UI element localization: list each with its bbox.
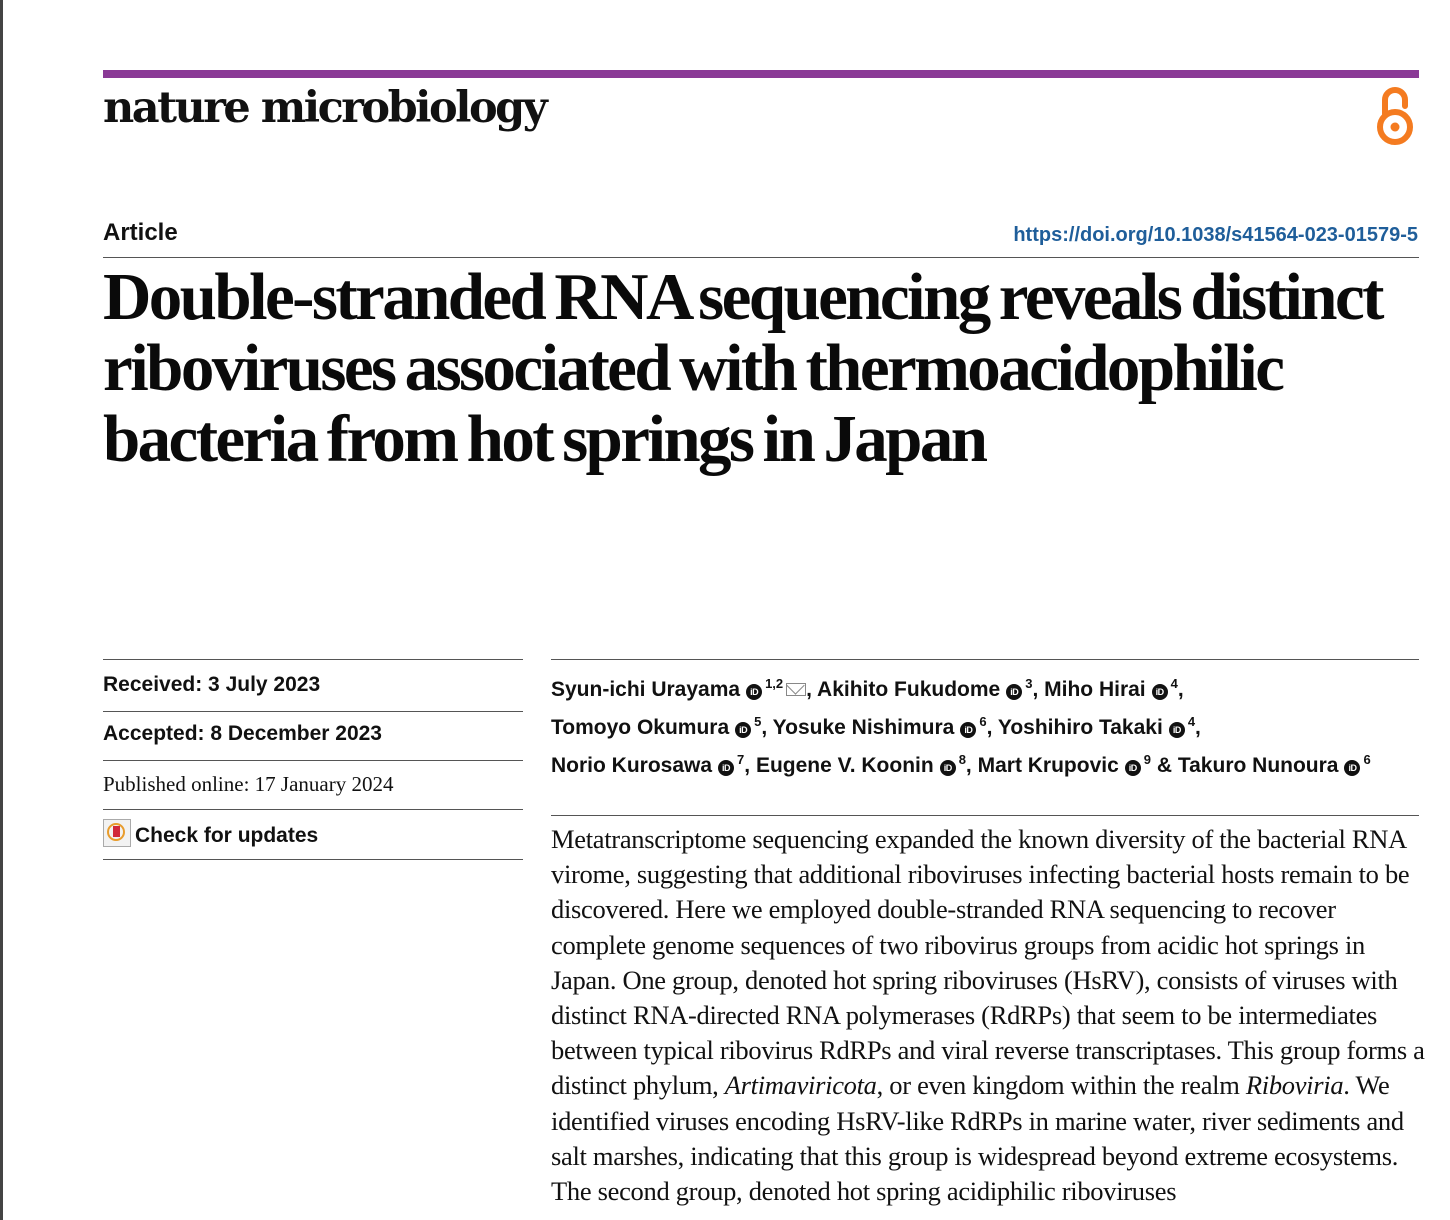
- affiliation-ref: 7: [737, 752, 745, 767]
- affiliation-ref: 9: [1143, 752, 1152, 767]
- author-separator: ,: [761, 716, 773, 739]
- orcid-icon[interactable]: iD: [960, 722, 977, 738]
- author-name: Mart Krupovic: [977, 754, 1119, 777]
- email-icon[interactable]: [786, 683, 807, 696]
- title-divider: [103, 257, 1419, 258]
- affiliation-ref: 1,2: [765, 676, 784, 691]
- author-separator: ,: [806, 678, 818, 701]
- author-name: Tomoyo Okumura: [551, 716, 730, 739]
- affiliation-ref: 6: [1363, 752, 1371, 767]
- author[interactable]: Tomoyo Okumura iD5: [551, 714, 762, 739]
- orcid-icon[interactable]: iD: [1006, 684, 1023, 700]
- abstract-text: , or even kingdom within the realm: [876, 1070, 1246, 1101]
- divider: [551, 815, 1419, 816]
- orcid-icon[interactable]: iD: [1168, 722, 1185, 738]
- affiliation-ref: 4: [1187, 714, 1196, 729]
- accepted-date: Accepted: 8 December 2023: [103, 722, 382, 745]
- divider: [103, 859, 523, 860]
- author[interactable]: Yosuke Nishimura iD6: [772, 714, 987, 739]
- check-for-updates-button[interactable]: Check for updates: [103, 819, 318, 851]
- author-name: Syun-ichi Urayama: [551, 678, 741, 701]
- author-name: Takuro Nunoura: [1177, 754, 1339, 777]
- author-name: Akihito Fukudome: [817, 678, 1001, 701]
- divider: [551, 659, 1419, 660]
- affiliation-ref: 5: [754, 714, 762, 729]
- author[interactable]: Eugene V. Koonin iD8: [755, 752, 966, 777]
- author-separator: ,: [1177, 678, 1184, 701]
- divider: [103, 760, 523, 761]
- orcid-icon[interactable]: iD: [746, 684, 763, 700]
- divider: [103, 659, 523, 660]
- author[interactable]: Akihito Fukudome iD3: [817, 676, 1033, 701]
- doi-link[interactable]: https://doi.org/10.1038/s41564-023-01579…: [1013, 224, 1418, 246]
- affiliation-ref: 8: [958, 752, 966, 767]
- author-separator: &: [1151, 754, 1178, 777]
- journal-name: nature microbiology: [103, 83, 548, 133]
- author-separator: ,: [1032, 678, 1045, 701]
- abstract: Metatranscriptome sequencing expanded th…: [551, 822, 1431, 1209]
- orcid-icon[interactable]: iD: [735, 722, 752, 738]
- author[interactable]: Syun-ichi Urayama iD1,2: [551, 676, 807, 701]
- journal-accent-bar: [103, 70, 1419, 78]
- article-type: Article: [103, 219, 178, 246]
- page-edge: [0, 0, 3, 1220]
- author-name: Yosuke Nishimura: [772, 716, 955, 739]
- check-for-updates-icon: [103, 819, 131, 847]
- author[interactable]: Mart Krupovic iD9: [977, 752, 1152, 777]
- taxon-name: Riboviria: [1245, 1070, 1344, 1101]
- author[interactable]: Takuro Nunoura iD6: [1177, 752, 1371, 777]
- author[interactable]: Yoshihiro Takaki iD4: [997, 714, 1196, 739]
- article-title: Double-stranded RNA sequencing reveals d…: [103, 260, 1384, 476]
- author-separator: ,: [1195, 716, 1201, 739]
- divider: [103, 809, 523, 810]
- author-separator: ,: [965, 754, 978, 777]
- author-list: Syun-ichi Urayama iD1,2, Akihito Fukudome…: [551, 668, 1431, 782]
- affiliation-ref: 3: [1025, 676, 1033, 691]
- orcid-icon[interactable]: iD: [1124, 760, 1141, 776]
- taxon-name: Artimaviricota: [724, 1070, 877, 1101]
- abstract-text: Metatranscriptome sequencing expanded th…: [551, 824, 1425, 1101]
- orcid-icon[interactable]: iD: [939, 760, 956, 776]
- orcid-icon[interactable]: iD: [1344, 760, 1361, 776]
- author-name: Eugene V. Koonin: [755, 754, 934, 777]
- author-name: Miho Hirai: [1044, 678, 1146, 701]
- author-separator: ,: [744, 754, 756, 777]
- affiliation-ref: 4: [1170, 676, 1178, 691]
- abstract-text: . We identified viruses encoding HsRV-li…: [551, 1070, 1404, 1207]
- check-for-updates-label: Check for updates: [135, 824, 319, 847]
- author-name: Norio Kurosawa: [551, 754, 713, 777]
- orcid-icon[interactable]: iD: [718, 760, 735, 776]
- orcid-icon[interactable]: iD: [1151, 684, 1168, 700]
- divider: [103, 711, 523, 712]
- received-date: Received: 3 July 2023: [103, 673, 321, 696]
- published-date: Published online: 17 January 2024: [103, 772, 394, 796]
- author-separator: ,: [986, 716, 998, 739]
- open-access-icon: [1377, 87, 1413, 145]
- author[interactable]: Miho Hirai iD4: [1044, 676, 1178, 701]
- author-name: Yoshihiro Takaki: [997, 716, 1163, 739]
- affiliation-ref: 6: [979, 714, 987, 729]
- author[interactable]: Norio Kurosawa iD7: [551, 752, 745, 777]
